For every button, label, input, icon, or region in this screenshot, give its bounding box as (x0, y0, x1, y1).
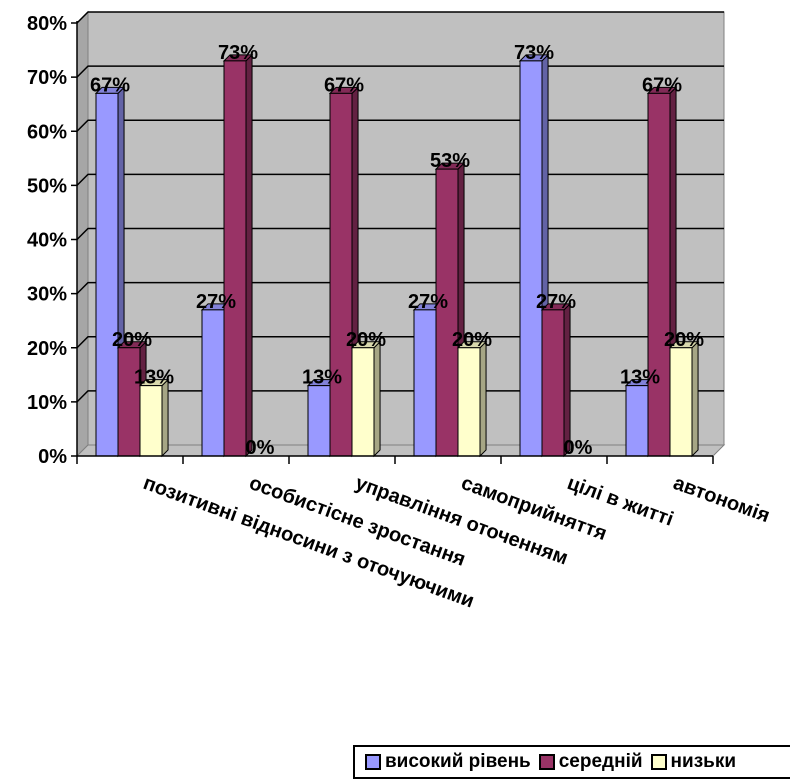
bar (351, 347, 375, 457)
data-label: 20% (452, 329, 492, 351)
bar-side (479, 340, 487, 458)
data-label: 13% (620, 367, 660, 389)
bar (519, 60, 543, 457)
legend-swatch-low (650, 754, 667, 770)
data-label: 73% (514, 42, 554, 64)
bar (647, 92, 671, 457)
data-label: 67% (642, 74, 682, 96)
x-axis-tick-labels: позитивні відносини з оточуючимиособисті… (140, 472, 772, 612)
y-tick-label: 0% (38, 446, 67, 468)
gridline (76, 119, 724, 132)
data-label: 27% (536, 291, 576, 313)
data-label: 13% (302, 367, 342, 389)
bar-side (691, 340, 699, 458)
bar-side (245, 53, 253, 458)
data-label: 13% (134, 367, 174, 389)
data-label: 27% (408, 291, 448, 313)
data-label: 53% (430, 150, 470, 172)
gridline (76, 336, 724, 349)
data-label: 73% (218, 42, 258, 64)
gridline (76, 281, 724, 295)
legend-item-low: низьки (650, 751, 737, 773)
axes (71, 21, 714, 464)
bar (625, 385, 649, 457)
bar (329, 92, 353, 457)
gridline (76, 227, 724, 241)
bar-chart: 0% 10% 20% 30% 40% 50% 60% 70% 80% позитивні від… (27, 10, 773, 613)
data-label: 27% (196, 291, 236, 313)
data-label: 0% (564, 437, 593, 459)
legend-swatch-high (365, 754, 381, 770)
bar (307, 385, 331, 457)
bar (117, 347, 141, 457)
gridline (76, 11, 724, 24)
legend-label-high: високий рівень (385, 751, 531, 772)
legend-label-medium: середній (558, 751, 643, 772)
y-tick-label: 80% (27, 13, 67, 35)
data-labels: 67%20%13%27%73%0%13%67%20%27%53%20%73%27… (90, 42, 704, 459)
bar (95, 92, 119, 457)
bar (139, 385, 163, 457)
bar (201, 309, 225, 457)
x-tick-label: автономія (670, 472, 772, 527)
gridline (76, 65, 724, 78)
y-tick-label: 50% (27, 175, 67, 197)
gridline (76, 390, 724, 403)
legend-label-low: низьки (670, 751, 737, 772)
legend-item-high: високий рівень (365, 751, 531, 773)
bars (94, 53, 700, 458)
data-label: 0% (246, 437, 275, 459)
y-tick-label: 70% (27, 67, 67, 89)
y-tick-label: 30% (27, 284, 67, 306)
data-label: 20% (112, 329, 152, 351)
bar-side (563, 302, 571, 458)
bar (669, 347, 693, 457)
y-tick-label: 60% (27, 121, 67, 143)
data-label: 20% (664, 329, 704, 351)
legend-item-medium: середній (538, 751, 643, 773)
bar (457, 347, 481, 457)
data-label: 67% (324, 74, 364, 96)
gridlines (76, 11, 724, 403)
data-label: 20% (346, 329, 386, 351)
legend-swatch-medium (538, 754, 555, 770)
bar-side (373, 340, 381, 458)
y-tick-label: 40% (27, 230, 67, 252)
bar-side (161, 378, 169, 458)
y-axis-tick-labels: 0% 10% 20% 30% 40% 50% 60% 70% 80% (27, 13, 67, 468)
bar (541, 309, 565, 457)
y-tick-label: 20% (27, 338, 67, 360)
y-tick-label: 10% (27, 392, 67, 414)
gridline (76, 173, 724, 186)
bar (413, 309, 437, 457)
legend: високий рівень середній низьки (353, 745, 790, 779)
bar (223, 60, 247, 457)
data-label: 67% (90, 74, 130, 96)
